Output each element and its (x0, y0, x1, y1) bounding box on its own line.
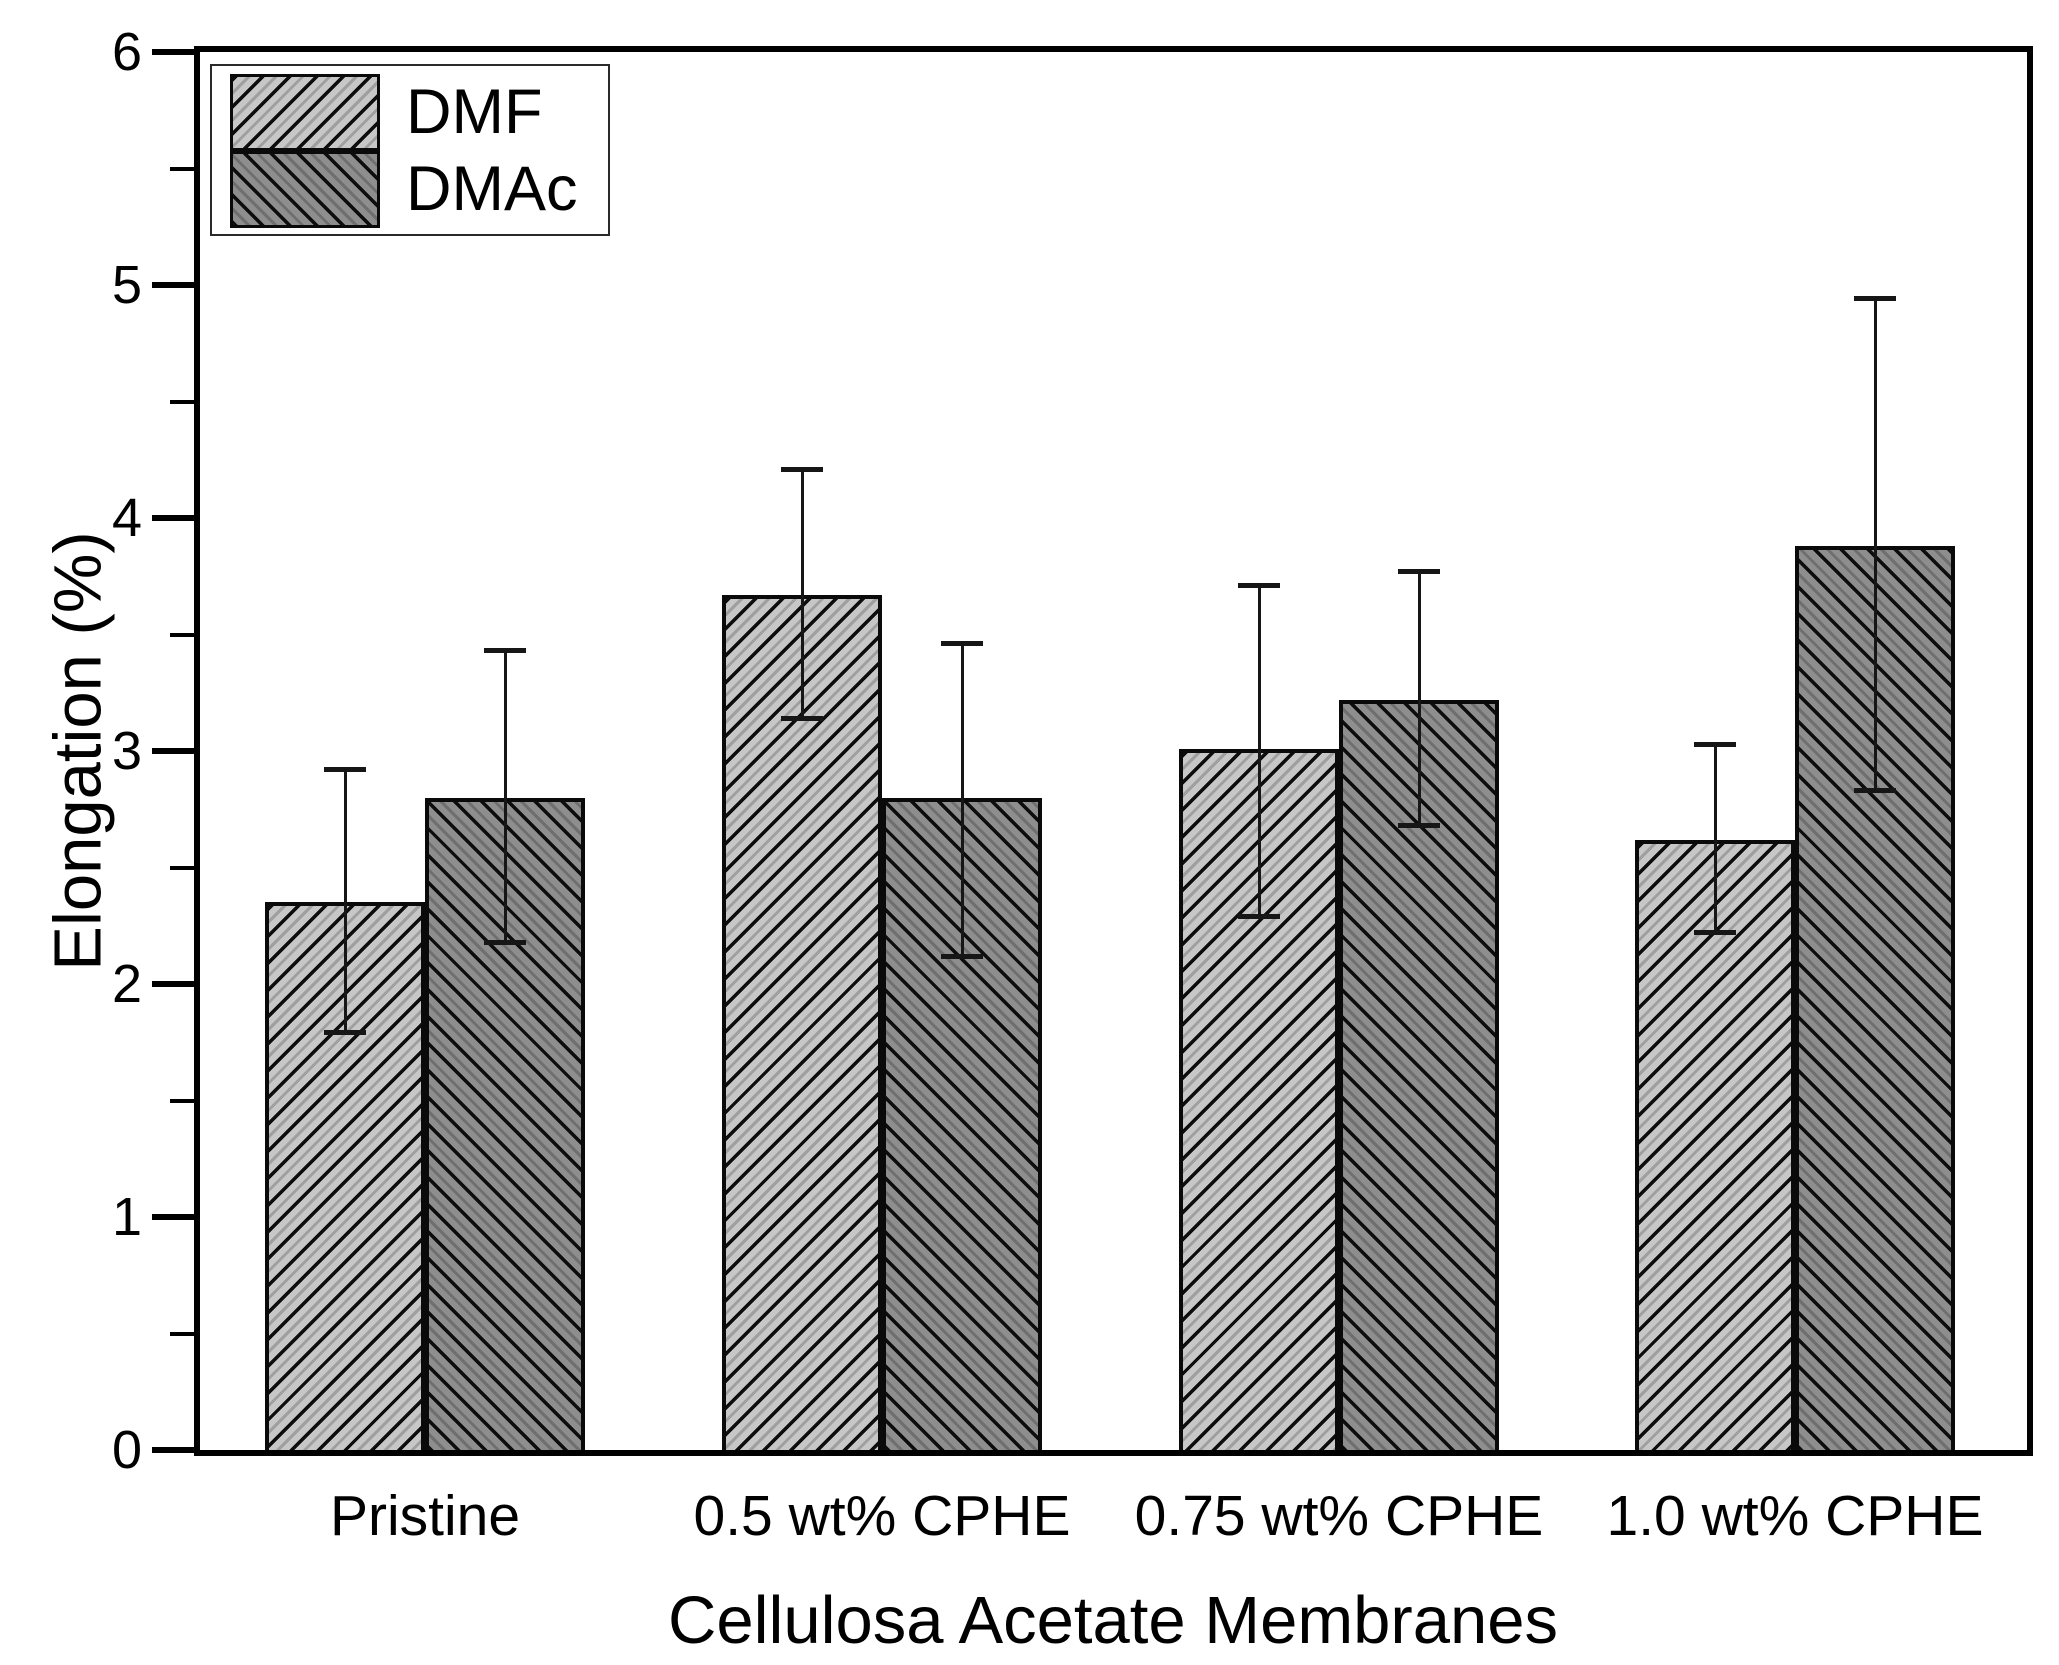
y-tick-label: 3 (111, 721, 142, 781)
legend-label-dmf: DMF (406, 77, 543, 147)
error-cap-low-dmac-4 (1854, 788, 1896, 794)
y-tick-label: 4 (111, 488, 142, 548)
error-cap-high-dmf-2 (781, 466, 823, 472)
y-major-tick (152, 1447, 197, 1453)
legend-item-dmf: DMF (230, 74, 608, 151)
error-whisker-dmf-4 (1713, 744, 1717, 933)
legend-swatch-dmf (230, 74, 380, 151)
y-major-tick (152, 49, 197, 55)
y-tick-label: 6 (111, 22, 142, 82)
error-cap-low-dmf-2 (781, 715, 823, 721)
error-cap-high-dmac-1 (484, 648, 526, 654)
y-minor-tick (170, 632, 197, 637)
error-cap-high-dmac-2 (941, 641, 983, 647)
y-major-tick (152, 515, 197, 521)
error-whisker-dmac-4 (1873, 298, 1877, 791)
y-minor-tick (170, 1331, 197, 1336)
y-minor-tick (170, 399, 197, 404)
x-category-label-2: 0.5 wt% CPHE (693, 1484, 1071, 1548)
error-cap-high-dmac-3 (1398, 569, 1440, 575)
y-major-tick (152, 282, 197, 288)
y-major-tick (152, 981, 197, 987)
error-cap-low-dmac-2 (941, 953, 983, 959)
error-cap-low-dmac-1 (484, 939, 526, 945)
y-minor-tick (170, 1098, 197, 1103)
error-cap-high-dmac-4 (1854, 296, 1896, 302)
error-cap-low-dmac-3 (1398, 823, 1440, 829)
error-cap-low-dmf-4 (1694, 930, 1736, 936)
x-category-label-4: 1.0 wt% CPHE (1606, 1484, 1984, 1548)
legend-label-dmac: DMAc (406, 154, 578, 224)
error-cap-low-dmf-3 (1238, 913, 1280, 919)
y-minor-tick (170, 166, 197, 171)
y-major-tick (152, 748, 197, 754)
error-cap-high-dmf-4 (1694, 741, 1736, 747)
legend-swatch-dmac (230, 151, 380, 228)
error-cap-high-dmf-1 (324, 767, 366, 773)
y-tick-label: 2 (111, 954, 142, 1014)
error-whisker-dmf-1 (343, 769, 347, 1033)
error-whisker-dmac-2 (960, 643, 964, 957)
x-category-label-3: 0.75 wt% CPHE (1134, 1484, 1544, 1548)
x-axis-title: Cellulosa Acetate Membranes (667, 1583, 1559, 1658)
y-tick-label: 1 (111, 1187, 142, 1247)
error-whisker-dmac-1 (503, 650, 507, 943)
legend-item-dmac: DMAc (230, 151, 608, 228)
error-whisker-dmf-2 (800, 469, 804, 719)
x-category-label-1: Pristine (329, 1484, 521, 1548)
y-tick-label: 0 (111, 1420, 142, 1480)
legend: DMF DMAc (210, 64, 610, 236)
error-whisker-dmf-3 (1257, 585, 1261, 917)
y-tick-label: 5 (111, 255, 142, 315)
error-whisker-dmac-3 (1417, 571, 1421, 826)
error-cap-low-dmf-1 (324, 1030, 366, 1036)
y-major-tick (152, 1214, 197, 1220)
bar-dmf-2 (722, 594, 882, 1450)
error-cap-high-dmf-3 (1238, 583, 1280, 589)
y-minor-tick (170, 865, 197, 870)
